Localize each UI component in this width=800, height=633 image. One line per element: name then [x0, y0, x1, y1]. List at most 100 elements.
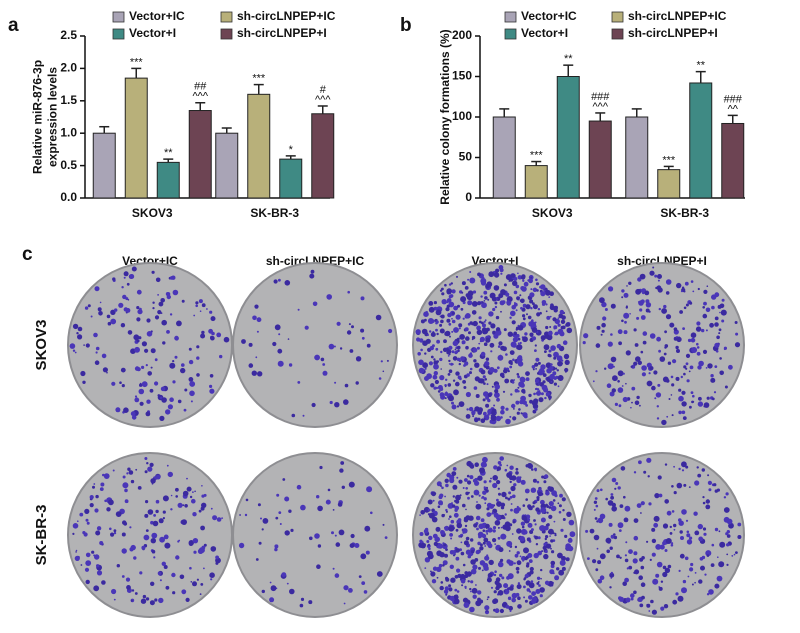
colony: [524, 599, 528, 603]
colony: [486, 327, 490, 332]
colony: [706, 554, 710, 557]
legend-swatch: [611, 28, 624, 40]
colony: [484, 319, 487, 322]
colony: [666, 510, 672, 516]
colony: [479, 560, 486, 566]
colony: [503, 283, 507, 287]
colony: [523, 547, 529, 554]
x-tick-label: SK-BR-3: [660, 206, 709, 220]
colony: [219, 354, 223, 359]
colony: [520, 412, 523, 415]
y-tick-label: 0.0: [60, 190, 77, 204]
colony: [630, 597, 634, 601]
colony: [665, 279, 672, 285]
colony: [609, 572, 615, 578]
colony: [483, 537, 489, 543]
colony: [694, 581, 696, 584]
colony: [172, 380, 176, 384]
x-tick-label: SKOV3: [132, 206, 173, 220]
colony: [630, 406, 632, 409]
colony: [628, 565, 633, 570]
colony: [465, 391, 471, 398]
colony: [85, 343, 90, 348]
colony: [454, 588, 458, 592]
colony: [188, 377, 194, 382]
colony: [651, 552, 656, 557]
colony: [507, 596, 512, 601]
colony: [673, 523, 677, 528]
colony: [384, 536, 388, 539]
colony: [493, 512, 499, 518]
colony: [711, 397, 715, 401]
culture-dish: [412, 262, 578, 428]
colony: [442, 564, 445, 567]
colony: [532, 403, 539, 409]
colony: [659, 356, 666, 362]
colony: [484, 555, 490, 561]
colony: [121, 575, 125, 578]
colony: [624, 577, 629, 583]
colony: [340, 461, 345, 465]
panel-label: a: [8, 15, 19, 36]
colony: [587, 557, 590, 560]
colony: [482, 329, 488, 335]
colony: [84, 567, 90, 572]
colony: [110, 318, 117, 325]
colony: [557, 385, 560, 388]
colony: [448, 518, 450, 520]
colony: [456, 357, 461, 362]
colony: [694, 480, 700, 486]
colony: [703, 402, 710, 408]
colony: [476, 501, 478, 503]
colony: [96, 564, 100, 568]
colony: [671, 485, 674, 488]
colony: [77, 326, 83, 332]
colony: [485, 403, 490, 408]
colony: [474, 480, 480, 486]
colony: [453, 512, 459, 518]
colony: [499, 573, 503, 578]
colony: [628, 281, 632, 285]
colony: [455, 556, 460, 561]
colony: [508, 605, 513, 611]
colony: [633, 571, 636, 574]
colony: [415, 329, 421, 335]
colony: [560, 528, 564, 532]
colony: [689, 536, 693, 540]
colony: [689, 301, 693, 305]
colony: [137, 486, 142, 490]
colony: [660, 606, 665, 611]
colony: [671, 414, 674, 417]
colony: [185, 597, 190, 603]
colony: [633, 535, 639, 541]
colony: [657, 383, 661, 387]
colony: [195, 301, 199, 305]
culture-dish: [67, 262, 233, 428]
colony: [663, 352, 667, 356]
colony: [482, 398, 486, 402]
colony: [659, 544, 665, 550]
colony: [704, 573, 707, 576]
colony: [494, 384, 501, 390]
colony: [500, 409, 505, 415]
colony: [144, 513, 149, 518]
colony: [121, 548, 127, 554]
colony: [737, 522, 742, 527]
colony: [431, 319, 435, 323]
colony: [135, 468, 138, 471]
colony: [569, 531, 576, 538]
colony: [448, 369, 453, 374]
colony: [426, 310, 428, 313]
colony: [468, 353, 473, 358]
colony: [467, 278, 470, 281]
colony: [624, 320, 627, 324]
colony: [703, 301, 707, 306]
colony: [459, 494, 462, 497]
colony: [509, 523, 513, 527]
colony: [421, 328, 428, 335]
colony: [532, 304, 538, 310]
colony: [462, 487, 465, 489]
colony: [707, 480, 713, 485]
colony: [485, 357, 490, 361]
colony: [181, 589, 187, 595]
